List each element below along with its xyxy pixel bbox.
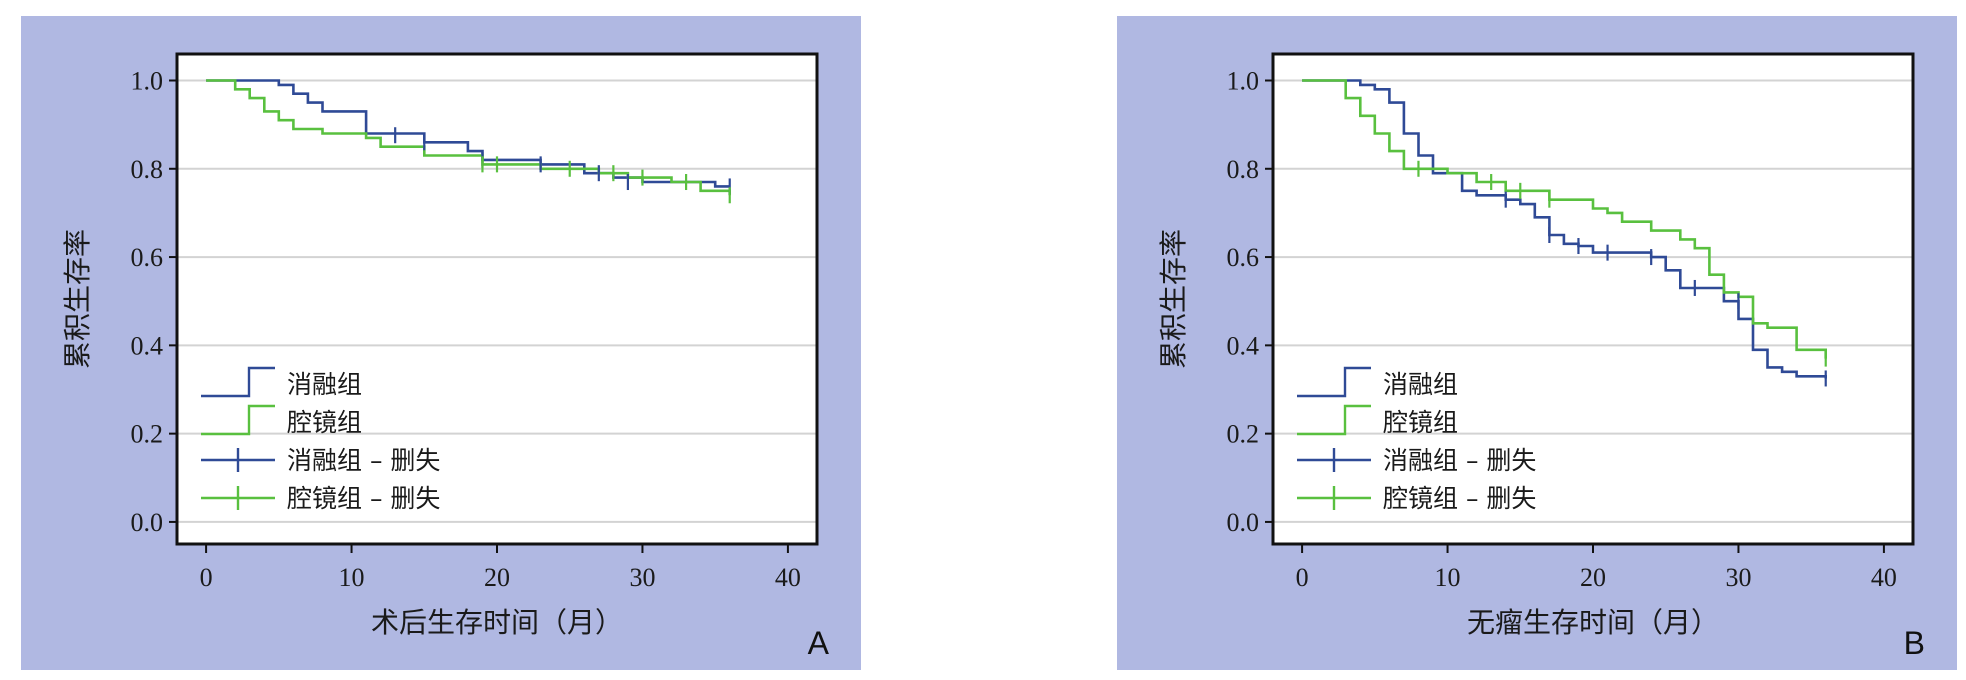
legend-step-icon: [201, 404, 275, 436]
legend-step-icon: [1297, 366, 1371, 398]
plot-frame: [175, 52, 819, 546]
km-step-line-ablation: [1302, 79, 1827, 379]
chart-panel-b: 0.0 0.2 0.4 0.6 0.8 1.0 0 10 20 30 40 消融组腔镜组消融组 – 删…: [1117, 16, 1957, 670]
x-tick-label: 0: [1296, 563, 1309, 592]
y-tick-label: 0.8: [1227, 155, 1260, 184]
x-tick-label: 30: [629, 563, 655, 592]
y-tick-label: 0.6: [1227, 243, 1260, 272]
y-tick-label: 0.2: [1227, 420, 1260, 449]
legend-step-icon: [201, 366, 275, 398]
legend-label: 腔镜组 – 删失: [287, 484, 440, 513]
legend-step-icon: [1297, 404, 1371, 436]
series-lines: [1302, 79, 1827, 379]
y-axis-title: 累积生存率: [1157, 229, 1190, 369]
x-tick-label: 40: [775, 563, 801, 592]
x-tick-label: 10: [339, 563, 365, 592]
legend-label: 消融组: [1383, 370, 1458, 399]
legend-label: 腔镜组: [1383, 408, 1458, 437]
y-axis-title: 累积生存率: [61, 229, 94, 369]
x-tick-label: 20: [484, 563, 510, 592]
x-tick-label: 0: [200, 563, 213, 592]
legend-label: 消融组: [287, 370, 362, 399]
panel-label-a: A: [808, 625, 830, 661]
y-tick-label: 0.0: [131, 508, 164, 537]
legend-label: 消融组 – 删失: [1383, 446, 1536, 475]
y-tick-label: 0.4: [1227, 331, 1260, 360]
chart-panel-a: 0.0 0.2 0.4 0.6 0.8 1.0 0 10 20 30 40 消融组腔镜组消融组 – 删…: [21, 16, 861, 670]
plot-frame: [1271, 52, 1915, 546]
legend-label: 消融组 – 删失: [287, 446, 440, 475]
x-axis-title: 术后生存时间（月）: [371, 606, 623, 639]
x-tick-label: 10: [1435, 563, 1461, 592]
legend-label: 腔镜组 – 删失: [1383, 484, 1536, 513]
y-tick-label: 0.0: [1227, 508, 1260, 537]
x-tick-label: 20: [1580, 563, 1606, 592]
plot-background: [177, 54, 817, 544]
y-tick-label: 1.0: [1227, 66, 1260, 95]
x-tick-label: 30: [1725, 563, 1751, 592]
y-tick-label: 1.0: [131, 66, 164, 95]
x-tick-label: 40: [1871, 563, 1897, 592]
y-tick-label: 0.8: [131, 155, 164, 184]
plot-background: [1273, 54, 1913, 544]
y-tick-label: 0.2: [131, 420, 164, 449]
panel-label-b: B: [1904, 625, 1925, 661]
y-tick-label: 0.6: [131, 243, 164, 272]
x-axis-title: 无瘤生存时间（月）: [1467, 606, 1719, 639]
km-step-line-laparoscopy: [1302, 79, 1827, 359]
legend-label: 腔镜组: [287, 408, 362, 437]
y-tick-label: 0.4: [131, 331, 164, 360]
km-step-line-laparoscopy: [206, 79, 731, 196]
